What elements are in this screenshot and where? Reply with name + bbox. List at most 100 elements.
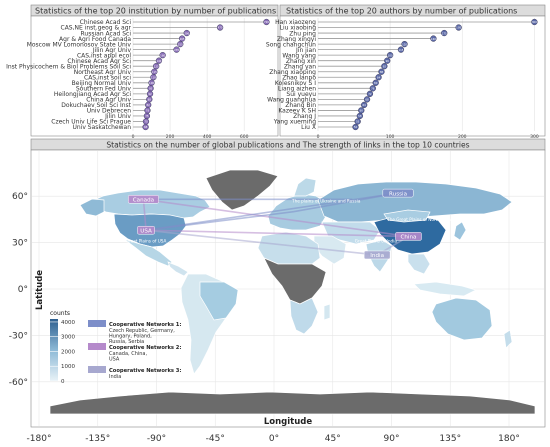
author-value-label: 100 bbox=[388, 53, 393, 57]
author-panel-title: Statistics of the top 20 authors by numb… bbox=[286, 7, 517, 16]
institution-value-label: 110 bbox=[151, 75, 156, 79]
author-point bbox=[366, 90, 374, 97]
institution-point bbox=[142, 123, 149, 131]
landmass-africa-south bbox=[289, 297, 319, 335]
institution-marks: 720 Chinese Acad Sci 470 CAS,NE inst.geog &… bbox=[6, 18, 270, 131]
map-xtick-label: 45° bbox=[325, 434, 341, 444]
author-point bbox=[430, 35, 437, 42]
institution-category-label: Jilin Univ bbox=[104, 113, 131, 120]
institution-value-label: 82 bbox=[147, 103, 151, 107]
network-title: Cooperative Networks 2: bbox=[109, 345, 181, 351]
author-category-label: Zhang Bin bbox=[285, 102, 316, 109]
landmass-central-america bbox=[167, 261, 189, 277]
institution-category-label: Univ Saskatchewan bbox=[72, 124, 131, 131]
author-point bbox=[363, 96, 371, 103]
institution-point bbox=[263, 18, 270, 26]
map-panel-title: Statistics on the number of global publi… bbox=[106, 141, 469, 150]
author-point bbox=[369, 85, 376, 92]
institution-grid: 0 200 400 600 bbox=[132, 18, 249, 140]
network-swatch bbox=[88, 343, 106, 350]
author-value-label: 68 bbox=[365, 98, 369, 102]
author-point bbox=[354, 118, 361, 125]
author-value-label: 115 bbox=[398, 48, 403, 52]
legend-tick-label: 0 bbox=[61, 379, 65, 385]
network-swatch bbox=[88, 320, 106, 327]
institution-category-label: Czech Univ Life Sci Prague bbox=[51, 119, 131, 126]
map-link-line bbox=[145, 210, 294, 232]
author-value-label: 96 bbox=[386, 59, 390, 63]
map-ytick-label: 60° bbox=[12, 192, 28, 202]
author-grid: 0 100 200 300 bbox=[317, 18, 539, 140]
landmass-madagascar bbox=[323, 303, 331, 321]
author-value-label: 84 bbox=[377, 75, 381, 79]
institution-category-label: Southern Fed Univ bbox=[76, 86, 132, 93]
map-annotation: The plains of Ukraine and Russia bbox=[291, 198, 361, 203]
author-point bbox=[378, 68, 385, 75]
map-axes: -180° -135° -90° -45° 0° 45° 90° 135° 180° 60° 30°… bbox=[9, 192, 520, 444]
map-link-line bbox=[293, 192, 399, 213]
landmass-indonesia bbox=[413, 281, 477, 297]
legend-tick-label: 3000 bbox=[61, 335, 75, 341]
author-category-label: Wang guanghua bbox=[267, 97, 316, 104]
author-category-label: Song changchun bbox=[266, 41, 316, 48]
institution-category-label: Univ Debrecen bbox=[87, 108, 131, 115]
landmass-antarctica bbox=[49, 391, 536, 415]
institution-value-label: 290 bbox=[184, 31, 189, 35]
institution-panel-title: Statistics of the top 20 institution by … bbox=[35, 7, 276, 16]
author-xtick-label: 200 bbox=[458, 134, 467, 140]
institution-value-label: 720 bbox=[264, 20, 269, 24]
network-members: Czech Republic, Germany, bbox=[109, 328, 175, 334]
author-category-label: Jin jian bbox=[295, 47, 316, 54]
institution-value-label: 140 bbox=[156, 59, 161, 63]
institution-xtick-label: 400 bbox=[203, 134, 212, 140]
map-country-label: USA bbox=[140, 228, 152, 234]
author-category-label: Zhang xiaoping bbox=[269, 69, 316, 76]
landmass-southeast-asia bbox=[407, 253, 431, 275]
author-point bbox=[372, 79, 379, 86]
map-country-badge bbox=[382, 188, 414, 198]
author-point bbox=[356, 112, 363, 120]
author-point bbox=[381, 63, 388, 70]
network-members: Russia, Serbia bbox=[109, 339, 144, 345]
institution-value-label: 95 bbox=[149, 87, 153, 91]
landmass-brazil bbox=[199, 281, 239, 321]
institution-point bbox=[183, 29, 190, 37]
network-members: India bbox=[109, 374, 121, 380]
map-country-badge bbox=[127, 195, 159, 204]
map-y-axis-title: Latitude bbox=[35, 270, 45, 310]
map-annotation: Canada bbox=[133, 184, 149, 189]
author-value-label: 80 bbox=[374, 81, 378, 85]
author-value-label: 52 bbox=[354, 125, 358, 129]
network-title: Cooperative Networks 1: bbox=[109, 322, 181, 328]
author-category-label: Han xiaozeng bbox=[275, 19, 316, 26]
author-value-label: 120 bbox=[402, 42, 407, 46]
legend-colorbar bbox=[50, 319, 58, 381]
map-landmasses bbox=[49, 169, 536, 415]
map-link-line bbox=[142, 199, 147, 231]
institution-point bbox=[178, 35, 186, 42]
institution-value-label: 470 bbox=[218, 26, 223, 30]
author-category-label: Sui yueyu bbox=[286, 91, 316, 98]
institution-point bbox=[159, 52, 166, 59]
map-xtick-label: -45° bbox=[206, 434, 225, 444]
institution-xtick-label: 0 bbox=[132, 134, 135, 140]
author-category-label: Zhang xingyi bbox=[277, 36, 316, 43]
map-link-line bbox=[145, 229, 378, 256]
author-value-label: 60 bbox=[360, 109, 364, 113]
institution-value-label: 88 bbox=[148, 98, 152, 102]
institution-point bbox=[216, 24, 224, 31]
author-category-label: Liu X bbox=[301, 124, 316, 131]
institution-category-label: CAS,NE inst.geog & agr bbox=[61, 25, 132, 32]
institution-point bbox=[150, 74, 157, 81]
map-link-line bbox=[145, 192, 399, 232]
institution-category-label: Beijing Normal Univ bbox=[72, 80, 132, 87]
institution-value-label: 68 bbox=[144, 125, 148, 129]
institution-category-label: Chinese Acad Agr Sci bbox=[67, 58, 131, 65]
map-ytick-label: 30° bbox=[12, 239, 28, 249]
author-value-label: 55 bbox=[356, 120, 360, 124]
map-country-label: China bbox=[400, 235, 416, 241]
network-swatch bbox=[88, 366, 106, 373]
author-point bbox=[441, 29, 448, 37]
network-members: Hungary, Poland, bbox=[109, 334, 152, 340]
